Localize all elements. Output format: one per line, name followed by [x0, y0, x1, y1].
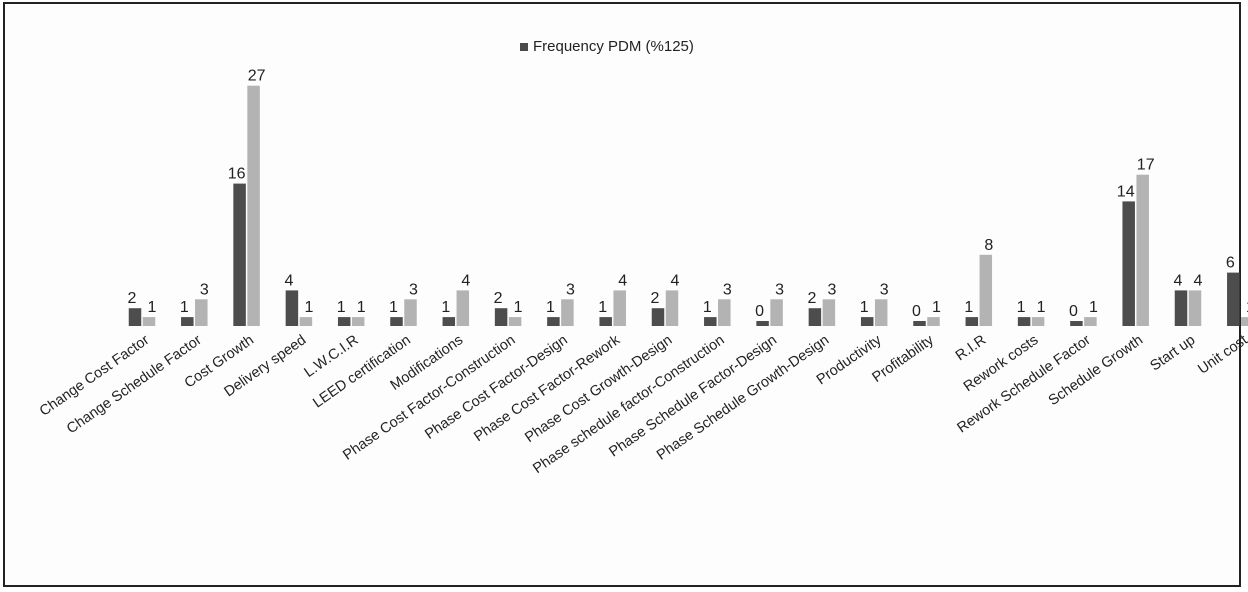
data-label-series2-17: 1: [1037, 299, 1046, 316]
bar-series2-18: [1084, 317, 1097, 326]
data-label-series1-0: 2: [128, 290, 137, 307]
bar-series2-12: [770, 299, 783, 326]
data-label-series2-5: 3: [409, 281, 418, 298]
data-label-series2-8: 3: [566, 281, 575, 298]
bar-series2-6: [456, 290, 470, 326]
data-label-series1-18: 0: [1069, 303, 1078, 320]
bar-series2-20: [1188, 290, 1202, 326]
bar-series2-2: [247, 85, 260, 326]
bar-series1-5: [390, 317, 403, 326]
data-label-series1-5: 1: [389, 299, 398, 316]
bar-series2-8: [561, 299, 574, 326]
data-label-series1-19: 14: [1117, 183, 1135, 200]
bar-series2-7: [508, 317, 522, 326]
bar-series1-2: [233, 183, 246, 326]
data-label-series1-4: 1: [337, 299, 346, 316]
bar-series2-1: [195, 299, 208, 326]
data-label-series1-9: 1: [598, 299, 607, 316]
data-label-series2-6: 4: [461, 272, 470, 289]
data-label-series2-16: 8: [984, 237, 993, 254]
data-label-series1-15: 0: [912, 303, 921, 320]
bar-series2-21: [1241, 317, 1248, 326]
bar-series1-11: [704, 317, 717, 326]
data-label-series1-11: 1: [703, 299, 712, 316]
data-label-series2-1: 3: [200, 281, 209, 298]
data-label-series2-15: 1: [932, 299, 941, 316]
data-label-series2-18: 1: [1089, 299, 1098, 316]
data-label-series2-9: 4: [618, 272, 627, 289]
bar-series1-15: [913, 321, 926, 326]
bar-series2-4: [351, 317, 365, 326]
bar-series1-7: [494, 308, 508, 326]
bar-series1-1: [181, 317, 194, 326]
data-label-series2-14: 3: [880, 281, 889, 298]
bar-series2-14: [874, 299, 888, 326]
bar-series1-0: [128, 308, 142, 326]
data-label-series2-10: 4: [671, 272, 680, 289]
bar-series2-17: [1031, 317, 1045, 326]
bar-series1-21: [1227, 272, 1240, 326]
data-label-series1-8: 1: [546, 299, 555, 316]
data-label-series2-0: 1: [148, 299, 157, 316]
category-label-16: R.I.R: [953, 332, 989, 364]
data-label-series1-16: 1: [964, 299, 973, 316]
data-label-series2-19: 17: [1137, 157, 1155, 174]
bar-series2-19: [1136, 174, 1149, 326]
data-label-series1-6: 1: [441, 299, 450, 316]
bar-series1-17: [1017, 317, 1031, 326]
data-label-series1-21: 6: [1226, 255, 1235, 272]
legend-swatch: [520, 42, 528, 51]
bar-series2-0: [142, 317, 156, 326]
bar-series2-13: [822, 299, 836, 326]
bar-series2-11: [718, 299, 731, 326]
bar-series2-10: [665, 290, 679, 326]
data-label-series1-20: 4: [1174, 272, 1183, 289]
bar-series1-20: [1174, 290, 1188, 326]
category-label-20: Start up: [1148, 332, 1199, 374]
bar-series2-16: [979, 254, 993, 326]
bar-series1-13: [808, 308, 822, 326]
data-label-series2-21: 1: [1246, 299, 1248, 316]
data-label-series1-10: 2: [651, 290, 660, 307]
data-label-series1-1: 1: [180, 299, 189, 316]
data-label-series2-13: 3: [827, 281, 836, 298]
data-label-series1-7: 2: [494, 290, 503, 307]
data-label-series2-12: 3: [775, 281, 784, 298]
bar-series2-15: [927, 317, 940, 326]
data-label-series1-12: 0: [755, 303, 764, 320]
data-label-series2-7: 1: [514, 299, 523, 316]
legend-label: Frequency PDM (%125): [533, 38, 694, 55]
category-label-11: Phase schedule factor-Construction: [530, 332, 727, 477]
category-label-21: Unit cost: [1195, 332, 1248, 377]
data-label-series2-2: 27: [248, 68, 266, 85]
bar-series1-8: [547, 317, 560, 326]
data-label-series2-11: 3: [723, 281, 732, 298]
data-label-series2-20: 4: [1194, 272, 1203, 289]
category-label-19: Schedule Growth: [1046, 332, 1146, 409]
data-label-series1-2: 16: [228, 166, 246, 183]
bar-series1-19: [1122, 201, 1135, 326]
data-label-series2-3: 1: [304, 299, 313, 316]
bar-series1-6: [442, 317, 456, 326]
bar-series2-9: [613, 290, 626, 326]
data-label-series1-17: 1: [1017, 299, 1026, 316]
bar-series2-3: [299, 317, 313, 326]
data-label-series2-4: 1: [357, 299, 366, 316]
bar-series1-4: [337, 317, 351, 326]
bar-series1-14: [860, 317, 874, 326]
bar-series1-10: [651, 308, 665, 326]
bar-series1-18: [1070, 321, 1083, 326]
data-label-series1-14: 1: [860, 299, 869, 316]
data-label-series1-3: 4: [284, 272, 293, 289]
bar-series1-9: [599, 317, 612, 326]
bar-series1-12: [756, 321, 769, 326]
bar-series1-3: [285, 290, 299, 326]
bar-series1-16: [965, 317, 979, 326]
data-label-series1-13: 2: [807, 290, 816, 307]
category-label-5: LEED certification: [310, 332, 414, 411]
bar-series2-5: [404, 299, 417, 326]
chart-legend: Frequency PDM (%125): [520, 38, 694, 55]
